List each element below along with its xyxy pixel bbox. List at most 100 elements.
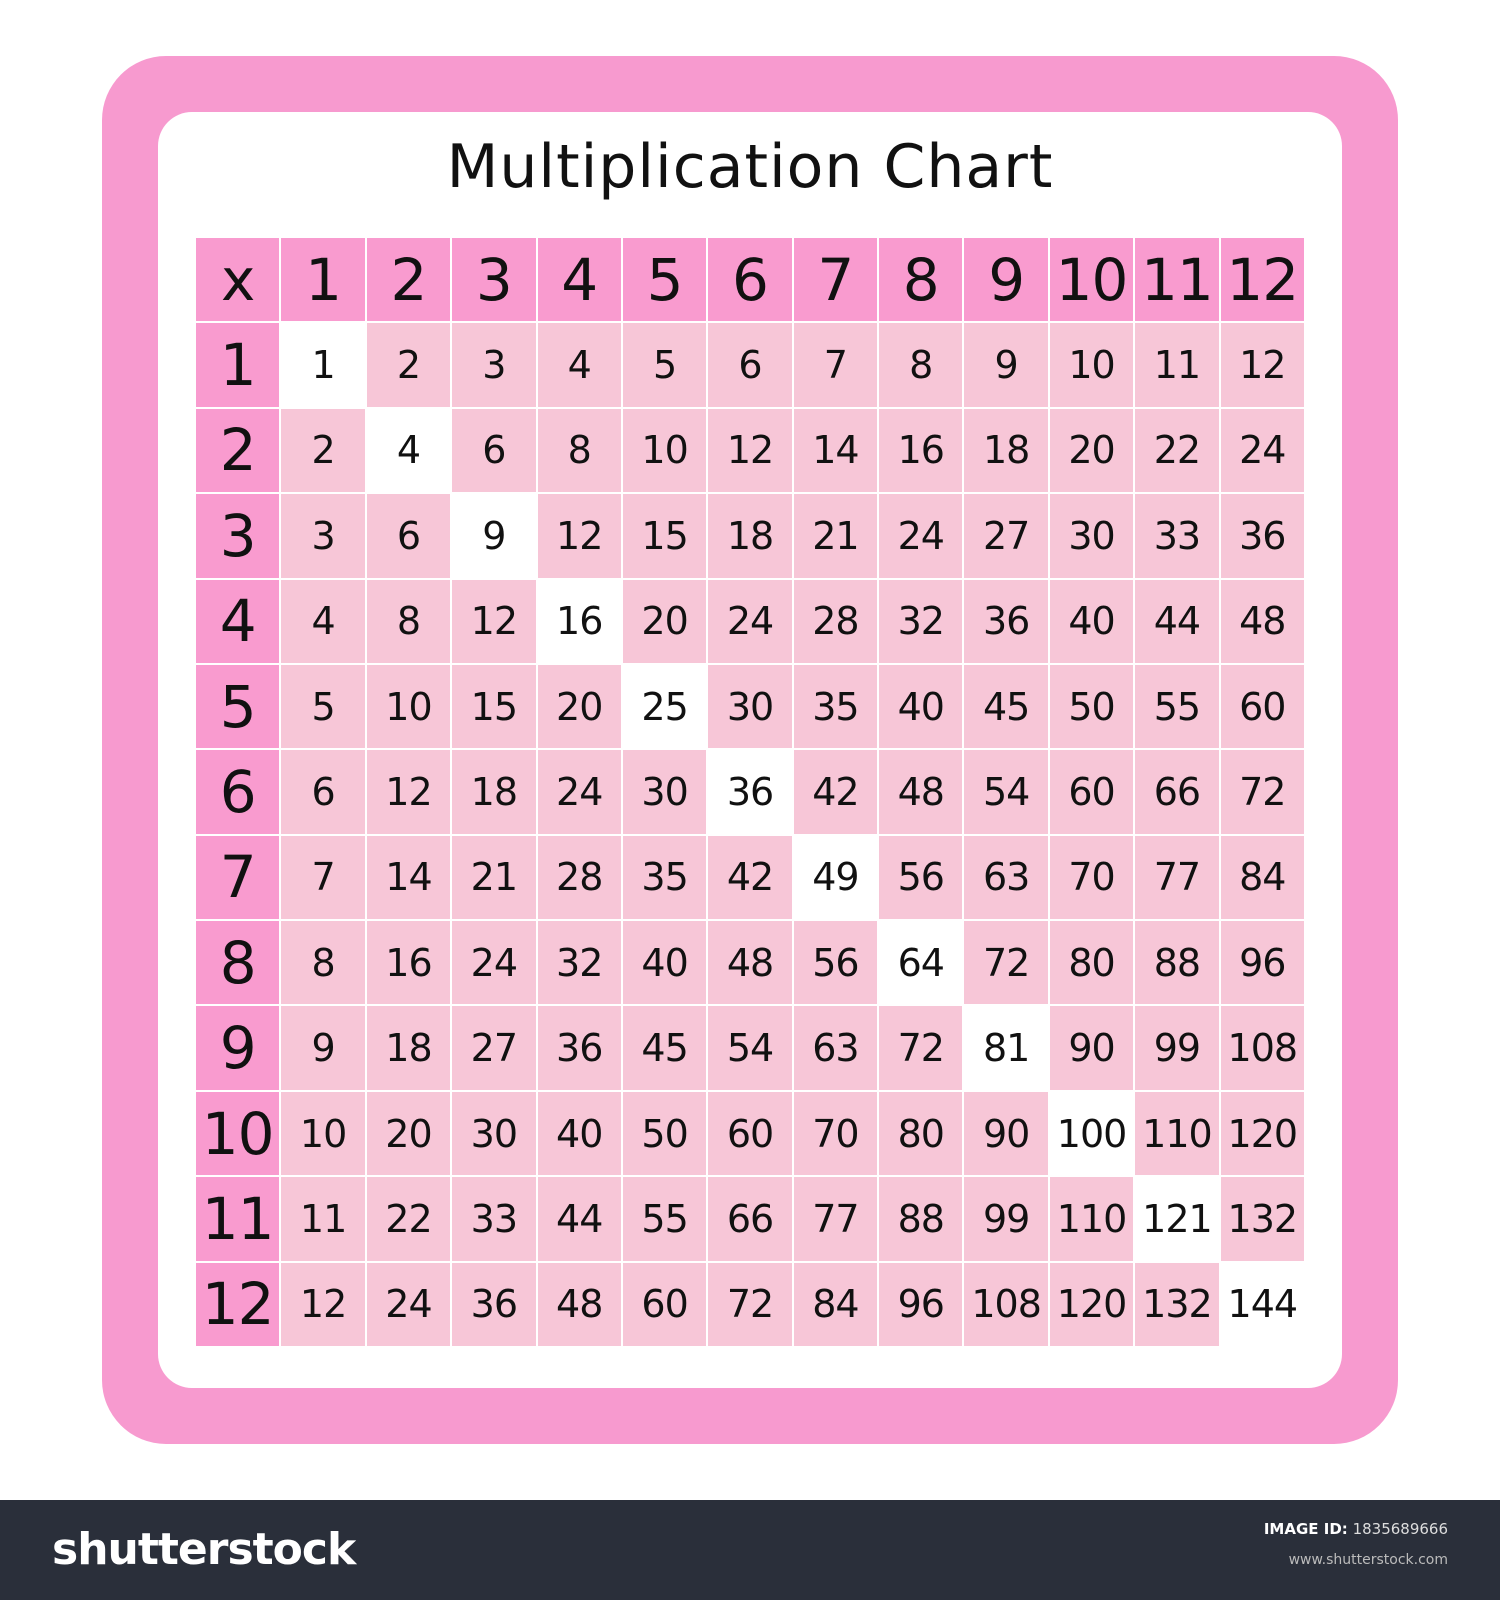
table-cell: 56 (879, 835, 963, 920)
table-cell: 9 (281, 1006, 365, 1090)
table-cell: 72 (964, 921, 1048, 1005)
table-cell: 144 (1220, 1262, 1304, 1346)
table-cell: 25 (622, 664, 707, 749)
table-cell: 96 (1220, 921, 1304, 1005)
table-cell: 36 (708, 750, 792, 834)
table-cell: 15 (452, 664, 536, 749)
table-cell: 45 (964, 664, 1048, 749)
table-cell: 24 (452, 921, 536, 1005)
column-header: 2 (366, 238, 451, 322)
table-cell: 4 (537, 323, 621, 407)
table-cell: 60 (1049, 750, 1134, 834)
table-cell: 33 (452, 1177, 536, 1261)
table-cell: 12 (281, 1262, 365, 1346)
table-cell: 77 (1135, 835, 1219, 920)
table-cell: 6 (452, 408, 536, 493)
table-cell: 50 (1049, 664, 1134, 749)
table-cell: 3 (452, 323, 536, 407)
table-cell: 8 (366, 579, 451, 663)
table-cell: 32 (879, 579, 963, 663)
table-cell: 5 (622, 323, 707, 407)
table-cell: 56 (793, 921, 878, 1005)
table-cell: 18 (366, 1006, 451, 1090)
image-id: IMAGE ID: 1835689666 (1264, 1520, 1448, 1538)
table-cell: 132 (1135, 1262, 1219, 1346)
table-cell: 12 (366, 750, 451, 834)
table-cell: 18 (708, 494, 792, 578)
table-cell: 33 (1135, 494, 1219, 578)
table-cell: 90 (1049, 1006, 1134, 1090)
table-cell: 48 (708, 921, 792, 1005)
row-header: 9 (196, 1006, 280, 1090)
row-header: 6 (196, 750, 280, 834)
column-header: 5 (622, 238, 707, 322)
table-cell: 8 (281, 921, 365, 1005)
table-cell: 18 (452, 750, 536, 834)
table-cell: 28 (537, 835, 621, 920)
row-header: 2 (196, 408, 280, 493)
table-cell: 24 (537, 750, 621, 834)
corner-label: x (196, 238, 280, 322)
table-cell: 9 (452, 494, 536, 578)
row-header: 8 (196, 921, 280, 1005)
table-cell: 55 (1135, 664, 1219, 749)
table-cell: 108 (1220, 1006, 1304, 1090)
table-cell: 48 (879, 750, 963, 834)
table-cell: 66 (1135, 750, 1219, 834)
column-header: 9 (964, 238, 1048, 322)
footer-url: www.shutterstock.com (1288, 1552, 1448, 1568)
table-cell: 16 (537, 579, 621, 663)
table-cell: 70 (1049, 835, 1134, 920)
table-cell: 11 (1135, 323, 1219, 407)
row-header: 12 (196, 1262, 280, 1346)
row-header: 10 (196, 1091, 280, 1176)
table-cell: 12 (708, 408, 792, 493)
table-cell: 48 (537, 1262, 621, 1346)
table-cell: 70 (793, 1091, 878, 1176)
table-cell: 108 (964, 1262, 1048, 1346)
table-cell: 32 (537, 921, 621, 1005)
table-cell: 10 (1049, 323, 1134, 407)
row-header: 3 (196, 494, 280, 578)
table-cell: 24 (879, 494, 963, 578)
table-cell: 14 (793, 408, 878, 493)
table-cell: 42 (793, 750, 878, 834)
table-cell: 55 (622, 1177, 707, 1261)
table-cell: 7 (281, 835, 365, 920)
table-cell: 121 (1135, 1177, 1219, 1261)
table-cell: 44 (1135, 579, 1219, 663)
table-cell: 8 (879, 323, 963, 407)
table-cell: 18 (964, 408, 1048, 493)
table-cell: 14 (366, 835, 451, 920)
table-cell: 77 (793, 1177, 878, 1261)
table-cell: 7 (793, 323, 878, 407)
table-cell: 50 (622, 1091, 707, 1176)
table-cell: 20 (622, 579, 707, 663)
table-cell: 4 (366, 408, 451, 493)
column-header: 12 (1220, 238, 1304, 322)
multiplication-table: x 1 2 3 4 5 6 7 8 9 10 11 12 1 1 2 3 4 5 6 7 8 9 10 11 12 2 2 4 6 8 10 1… (196, 238, 1304, 1346)
table-cell: 30 (708, 664, 792, 749)
table-cell: 15 (622, 494, 707, 578)
table-cell: 36 (1220, 494, 1304, 578)
column-header: 8 (879, 238, 963, 322)
table-cell: 30 (452, 1091, 536, 1176)
column-header: 6 (708, 238, 792, 322)
table-cell: 22 (1135, 408, 1219, 493)
table-cell: 60 (622, 1262, 707, 1346)
table-cell: 72 (1220, 750, 1304, 834)
table-cell: 49 (793, 835, 878, 920)
row-header: 4 (196, 579, 280, 663)
table-cell: 48 (1220, 579, 1304, 663)
table-cell: 24 (366, 1262, 451, 1346)
table-cell: 40 (879, 664, 963, 749)
image-id-value: 1835689666 (1352, 1520, 1448, 1538)
row-header: 11 (196, 1177, 280, 1261)
table-cell: 84 (1220, 835, 1304, 920)
table-cell: 10 (622, 408, 707, 493)
table-cell: 20 (1049, 408, 1134, 493)
table-cell: 110 (1049, 1177, 1134, 1261)
table-cell: 99 (1135, 1006, 1219, 1090)
table-cell: 84 (793, 1262, 878, 1346)
table-cell: 100 (1049, 1091, 1134, 1176)
